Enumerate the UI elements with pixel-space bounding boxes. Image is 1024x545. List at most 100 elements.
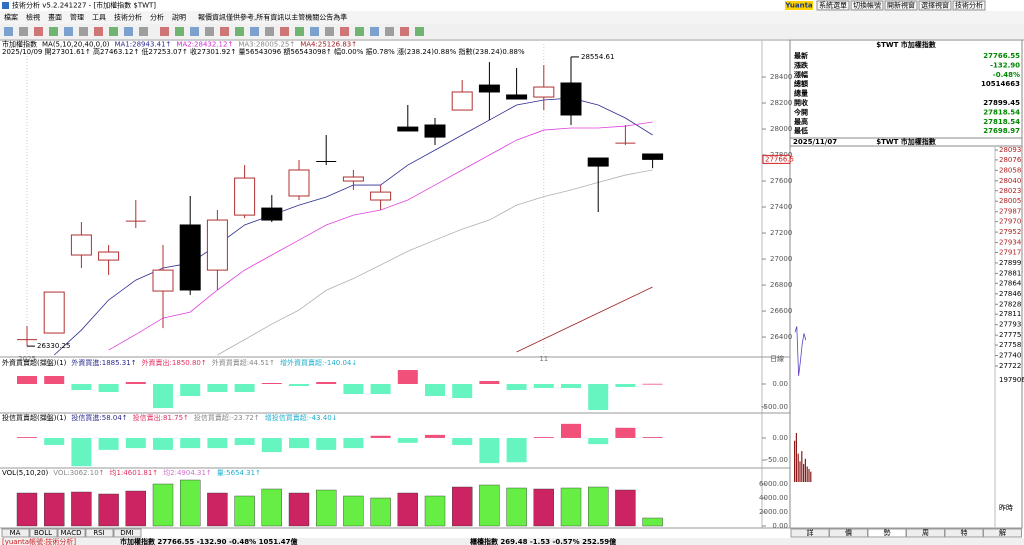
menu-button-label[interactable]: 選擇視窗 bbox=[921, 1, 949, 10]
quote-tab-label[interactable]: 解 bbox=[999, 528, 1006, 537]
indicator-tab-label[interactable]: MACD bbox=[61, 529, 82, 537]
menu-item[interactable]: 畫面 bbox=[48, 13, 62, 22]
menu-item[interactable]: 檔案 bbox=[4, 13, 18, 22]
bar bbox=[71, 384, 92, 390]
bar bbox=[180, 384, 201, 397]
candle-body bbox=[560, 82, 582, 116]
menu-item[interactable]: 技術分析 bbox=[114, 13, 142, 22]
bar bbox=[234, 437, 255, 446]
menu-button[interactable] bbox=[816, 0, 850, 11]
tool-icon[interactable] bbox=[400, 27, 409, 36]
bar bbox=[261, 488, 282, 527]
tool-icon[interactable] bbox=[235, 27, 244, 36]
tool-icon[interactable] bbox=[64, 27, 73, 36]
y-tick-label: 26600 bbox=[770, 307, 792, 315]
indicator-tab[interactable] bbox=[113, 528, 142, 538]
legend-item: 增外資買賣超:-140.04↓ bbox=[280, 358, 357, 367]
mini-y-tick-label: 28040 bbox=[999, 177, 1021, 185]
tool-icon[interactable] bbox=[220, 27, 229, 36]
tool-icon[interactable] bbox=[310, 27, 319, 36]
bar bbox=[71, 491, 92, 527]
menu-button[interactable] bbox=[952, 0, 986, 11]
notice: 報價資訊僅供參考,所有資訊以主管機關公告為準 bbox=[198, 13, 347, 22]
quote-tab-label[interactable]: 特 bbox=[961, 528, 968, 537]
mini-volume-bar bbox=[795, 433, 797, 482]
quote-tab-label[interactable]: 勢 bbox=[884, 528, 891, 537]
quote-tab-label[interactable]: 周 bbox=[922, 529, 929, 537]
bar bbox=[98, 437, 119, 450]
tool-icon[interactable] bbox=[109, 27, 118, 36]
bar bbox=[316, 437, 337, 450]
bar bbox=[316, 489, 337, 527]
legend-item: 外資買賣超:44.51↑ bbox=[212, 358, 275, 367]
tool-icon[interactable] bbox=[4, 27, 13, 36]
indicator-tab-label[interactable]: RSI bbox=[93, 529, 104, 537]
tool-icon[interactable] bbox=[355, 27, 364, 36]
tool-icon[interactable] bbox=[250, 27, 259, 36]
bar bbox=[479, 484, 500, 527]
bar bbox=[588, 437, 609, 445]
y-tick-label: 28000 bbox=[770, 125, 792, 133]
bar bbox=[125, 382, 146, 385]
menu-button[interactable] bbox=[884, 0, 918, 11]
candle-body bbox=[152, 269, 174, 292]
menu-button-label[interactable]: 開新視窗 bbox=[887, 1, 915, 10]
y-tick-label: 27000 bbox=[770, 255, 792, 263]
tool-icon[interactable] bbox=[205, 27, 214, 36]
y-tick-label: -50.00 bbox=[765, 456, 788, 464]
tool-icon[interactable] bbox=[19, 27, 28, 36]
bar bbox=[207, 437, 228, 449]
tool-icon[interactable] bbox=[190, 27, 199, 36]
menu-button[interactable] bbox=[918, 0, 952, 11]
menu-item[interactable]: 管理 bbox=[70, 13, 84, 22]
quote-tab-label[interactable]: 詳 bbox=[807, 528, 814, 537]
indicator-tab[interactable] bbox=[85, 528, 114, 538]
indicator-tab[interactable] bbox=[29, 528, 58, 538]
tool-icon[interactable] bbox=[79, 27, 88, 36]
menu-item[interactable]: 檢視 bbox=[26, 13, 40, 22]
bar bbox=[261, 437, 282, 453]
last-price-tag bbox=[762, 154, 791, 164]
legend-item: VOL:3062.10↑ bbox=[53, 469, 104, 477]
indicator-tab[interactable] bbox=[57, 528, 86, 538]
menu-button-label[interactable]: 系統選單 bbox=[819, 1, 847, 10]
menu-item[interactable]: 分析 bbox=[150, 13, 164, 22]
indicator-tab-label[interactable]: DMI bbox=[120, 529, 134, 537]
indicator-tab-label[interactable]: MA bbox=[10, 529, 21, 537]
mini-y-tick-label: 27775 bbox=[999, 331, 1021, 339]
candle-body bbox=[288, 169, 310, 197]
tool-icon[interactable] bbox=[139, 27, 148, 36]
tool-icon[interactable] bbox=[265, 27, 274, 36]
tool-icon[interactable] bbox=[295, 27, 304, 36]
tool-icon[interactable] bbox=[124, 27, 133, 36]
tool-icon[interactable] bbox=[280, 27, 289, 36]
tool-icon[interactable] bbox=[34, 27, 43, 36]
menu-button[interactable] bbox=[850, 0, 884, 11]
legend-item: 量:5654.31↑ bbox=[217, 469, 261, 477]
quote-tab[interactable] bbox=[983, 528, 1022, 538]
tool-icon[interactable] bbox=[94, 27, 103, 36]
tool-icon[interactable] bbox=[175, 27, 184, 36]
y-tick-label: 28400 bbox=[770, 73, 792, 81]
menu-item[interactable]: 說明 bbox=[172, 13, 186, 22]
tool-icon[interactable] bbox=[370, 27, 379, 36]
tool-icon[interactable] bbox=[340, 27, 349, 36]
quote-label: 總額 bbox=[794, 79, 808, 88]
tool-icon[interactable] bbox=[160, 27, 169, 36]
tool-icon[interactable] bbox=[385, 27, 394, 36]
bar bbox=[397, 437, 418, 443]
quote-tab-label[interactable]: 價 bbox=[845, 528, 852, 537]
quote-label: 總量 bbox=[794, 89, 808, 98]
menu-button-label[interactable]: 切換帳號 bbox=[853, 1, 881, 10]
candle-body bbox=[342, 176, 364, 182]
tool-icon[interactable] bbox=[415, 27, 424, 36]
candle-body bbox=[506, 94, 528, 100]
indicator-tab-label[interactable]: BOLL bbox=[34, 529, 52, 537]
ma-line bbox=[53, 97, 653, 356]
tool-icon[interactable] bbox=[49, 27, 58, 36]
menu-item[interactable]: 工具 bbox=[92, 14, 106, 22]
tool-icon[interactable] bbox=[325, 27, 334, 36]
bar bbox=[234, 384, 255, 393]
indicator-tab[interactable] bbox=[1, 528, 30, 538]
menu-button-label[interactable]: 技術分析 bbox=[955, 1, 983, 10]
